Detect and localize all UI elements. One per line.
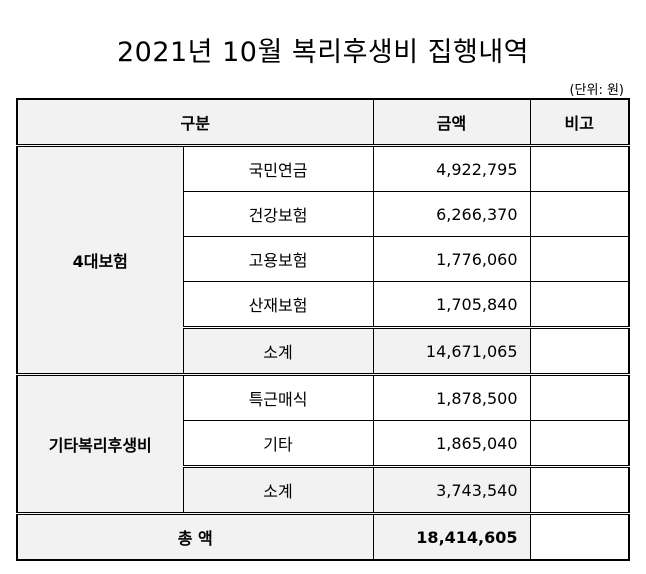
subtotal-label: 소계: [182, 326, 374, 376]
item-amount: 1,865,040: [372, 420, 531, 467]
group-name: 기타복리후생비: [16, 374, 184, 515]
unit-label: (단위: 원): [569, 83, 624, 98]
expense-table: 구분 금액 비고 4대보험 국민연금 4,922,795 건강보험 6,266,…: [16, 98, 631, 561]
total-row: 총 액 18,414,605: [16, 513, 630, 561]
page-title: 2021년 10월 복리후생비 집행내역: [116, 37, 530, 68]
subtotal-amount: 14,671,065: [372, 326, 531, 376]
header-row: 구분 금액 비고: [16, 98, 630, 147]
header-amount: 금액: [372, 98, 531, 147]
item-amount: 6,266,370: [372, 191, 531, 237]
item-label: 산재보험: [182, 281, 374, 328]
item-note: [529, 420, 630, 467]
item-label: 고용보험: [182, 236, 374, 282]
item-label: 기타: [182, 420, 374, 467]
item-label: 국민연금: [182, 145, 374, 192]
total-note: [529, 513, 630, 561]
item-note: [529, 145, 630, 192]
total-label: 총 액: [16, 513, 374, 561]
item-amount: 1,776,060: [372, 236, 531, 282]
subtotal-label: 소계: [182, 465, 374, 515]
item-label: 건강보험: [182, 191, 374, 237]
table-row: 산재보험 1,705,840: [17, 281, 630, 328]
item-amount: 4,922,795: [372, 145, 531, 192]
item-note: [529, 191, 630, 237]
table-row: 기타 1,865,040: [17, 420, 630, 467]
subtotal-note: [529, 465, 630, 515]
item-note: [529, 236, 630, 282]
subtotal-row: 소계 14,671,065: [17, 326, 630, 376]
group-name: 4대보험: [16, 145, 184, 376]
table-row: 기타복리후생비 특근매식 1,878,500: [16, 374, 630, 515]
header-note: 비고: [529, 98, 630, 147]
subtotal-amount: 3,743,540: [372, 465, 531, 515]
subtotal-row: 소계 3,743,540: [17, 465, 630, 515]
table-row: 고용보험 1,776,060: [17, 236, 630, 282]
table-row: 건강보험 6,266,370: [17, 191, 630, 237]
item-amount: 1,705,840: [372, 281, 531, 328]
total-amount: 18,414,605: [372, 513, 531, 561]
header-category: 구분: [16, 98, 374, 147]
item-note: [529, 281, 630, 328]
item-amount: 1,878,500: [372, 374, 531, 421]
item-note: [529, 374, 630, 421]
subtotal-note: [529, 326, 630, 376]
table-row: 4대보험 국민연금 4,922,795: [16, 145, 630, 376]
item-label: 특근매식: [182, 374, 374, 421]
